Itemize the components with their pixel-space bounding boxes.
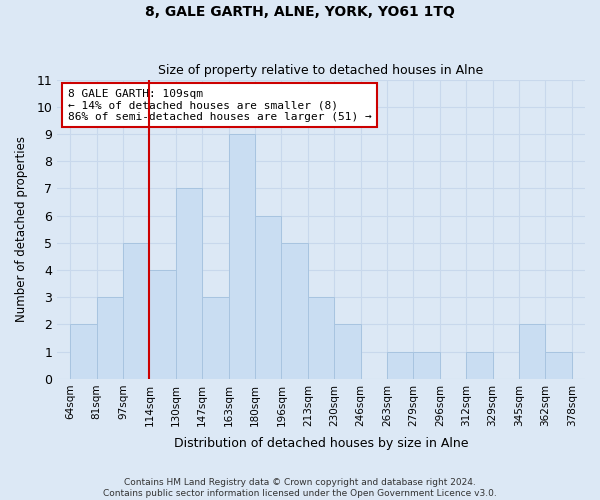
- Bar: [149, 270, 176, 379]
- Bar: [545, 352, 572, 379]
- Bar: [123, 243, 149, 379]
- Bar: [202, 298, 229, 379]
- Bar: [255, 216, 281, 379]
- Bar: [413, 352, 440, 379]
- Bar: [334, 324, 361, 379]
- Text: 8 GALE GARTH: 109sqm
← 14% of detached houses are smaller (8)
86% of semi-detach: 8 GALE GARTH: 109sqm ← 14% of detached h…: [68, 88, 371, 122]
- Bar: [229, 134, 255, 379]
- Text: Contains HM Land Registry data © Crown copyright and database right 2024.
Contai: Contains HM Land Registry data © Crown c…: [103, 478, 497, 498]
- Bar: [281, 243, 308, 379]
- Bar: [466, 352, 493, 379]
- Title: Size of property relative to detached houses in Alne: Size of property relative to detached ho…: [158, 64, 484, 77]
- Text: 8, GALE GARTH, ALNE, YORK, YO61 1TQ: 8, GALE GARTH, ALNE, YORK, YO61 1TQ: [145, 5, 455, 19]
- Bar: [519, 324, 545, 379]
- Bar: [70, 324, 97, 379]
- Bar: [308, 298, 334, 379]
- Bar: [97, 298, 123, 379]
- Bar: [176, 188, 202, 379]
- Bar: [387, 352, 413, 379]
- X-axis label: Distribution of detached houses by size in Alne: Distribution of detached houses by size …: [174, 437, 468, 450]
- Y-axis label: Number of detached properties: Number of detached properties: [15, 136, 28, 322]
